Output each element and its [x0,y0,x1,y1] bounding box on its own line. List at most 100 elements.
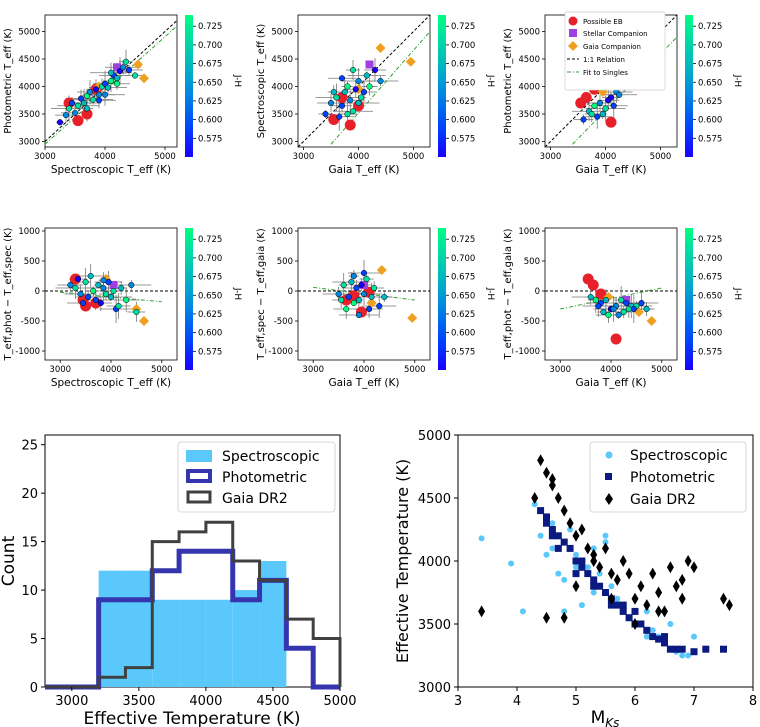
scatter-point-gaia [572,529,580,542]
star-point [133,308,140,316]
scatter-point-photometric [637,620,645,628]
colorbar-tick-label: 0.625 [198,97,222,107]
colorbar-tick-label: 0.625 [198,310,222,320]
scatter-point-gaia [537,454,545,467]
y-tick-label: 4500 [18,55,40,65]
y-tick-label: 5000 [518,28,540,38]
scatter-legend-phot-marker [605,473,612,480]
star-point [355,311,362,319]
scatter-y-tick-label: 4000 [418,555,451,570]
scatter-point-spectroscopic [531,501,538,508]
colorbar-tick-label: 0.625 [451,310,475,320]
colorbar-tick-label: 0.650 [198,291,222,301]
scatter-x-tick-label: 8 [749,694,757,709]
star-point [616,91,623,98]
hist-legend-spec-swatch [186,450,212,462]
star-point [107,69,115,76]
scatter-legend-gaia-marker [605,493,613,505]
scatter-point-spectroscopic [549,545,556,552]
star-point [605,311,612,319]
scatter-x-tick-label: 5 [572,694,580,709]
scatter-point-spectroscopic [596,570,603,577]
scatter-point-photometric [619,601,627,609]
scatter-point-photometric [548,526,556,533]
colorbar [185,15,193,157]
star-point [360,88,368,96]
hist-legend-gaia-label: Gaia DR2 [222,491,288,507]
star-point [336,113,343,120]
star-point [587,293,594,301]
scatter-y-tick-label: 3500 [418,618,451,633]
colorbar [438,228,446,370]
star-point [62,112,70,119]
scatter-point-gaia [566,517,574,530]
star-point [592,296,599,304]
star-point [122,58,130,65]
scatter-point-photometric [572,557,580,565]
star-point [89,96,97,103]
scatter-point-spectroscopic [643,633,650,640]
scatter-point-spectroscopic [561,608,568,615]
star-point [347,97,354,104]
colorbar-tick-label: 0.650 [451,291,475,301]
hist-x-tick-label: 4000 [189,694,222,709]
colorbar-label: J-H [732,287,742,300]
hist-bar-spectroscopic [125,570,153,687]
star-point [125,66,133,74]
scatter-point-gaia [548,479,556,492]
y-tick-label: 4000 [271,83,293,93]
star-point [68,99,76,107]
y-tick-label: -500 [274,317,293,327]
legend-gaia-label: Gaia Companion [583,43,641,51]
colorbar-label: J-H [485,287,495,300]
scatter-point-gaia [602,542,609,555]
scatter-point-spectroscopic [691,633,697,640]
hist-bar-spectroscopic [205,599,233,687]
hist-x-tick-label: 3000 [55,694,88,709]
star-point [363,275,370,283]
y-tick-label: 1000 [18,227,40,237]
star-point [82,278,89,286]
scatter-point-gaia [678,592,686,605]
colorbar-tick-label: 0.725 [451,22,475,32]
star-point [327,99,335,107]
star-point [358,94,365,101]
star-point [113,75,121,82]
scatter-point-spectroscopic [555,570,562,577]
eb-marker [72,115,84,127]
scatter-point-photometric [554,544,562,552]
scatter-x-tick-label: 3 [454,694,462,709]
star-point [95,91,103,98]
scatter-point-spectroscopic [549,520,556,527]
x-tick-label: 3000 [540,152,562,162]
scatter-point-photometric [607,601,615,609]
star-point [67,281,74,289]
scatter-point-gaia [643,599,651,612]
star-point [623,299,630,307]
scatter-point-photometric [661,639,668,647]
scatter-point-gaia [584,542,592,555]
star-point [86,88,94,96]
colorbar-tick-label: 0.725 [198,22,222,32]
scatter-ylabel: Effective Temperature (K) [393,459,412,663]
star-point [594,113,601,120]
star-point [368,293,375,301]
star-point [338,296,345,304]
star-point [107,293,115,301]
hist-bar-spectroscopic [152,599,180,687]
hist-bar-spectroscopic [98,570,126,687]
star-point [355,296,362,304]
x-tick-label: 4000 [353,365,375,375]
colorbar-label: J-H [232,287,242,300]
star-point [602,296,609,304]
colorbar-tick-label: 0.725 [451,235,475,245]
star-point [71,109,79,116]
scatter-point-gaia [607,567,615,580]
panel-phot-vs-spec: 3000 4000 5000 3000 3500 4000 4500 5000 Spectros… [3,14,242,176]
gaia-companion-marker [139,316,149,326]
star-point [595,302,602,310]
y-axis-label: T_eff,phot − T_eff,gaia (K) [503,228,514,360]
legend-top-right: Possible EB Stellar Companion Gaia Compa… [564,11,666,91]
